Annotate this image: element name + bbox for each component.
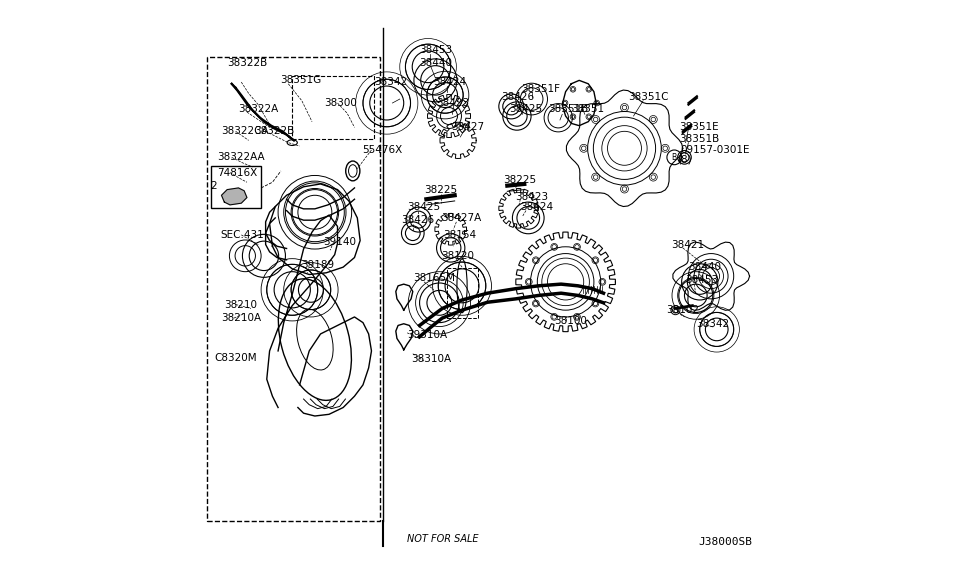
Text: 39189: 39189 [300,260,333,270]
Text: 38425: 38425 [408,201,441,212]
Text: 38426: 38426 [402,215,435,225]
Text: 38421: 38421 [671,239,704,250]
Text: 38453: 38453 [685,275,719,285]
Text: 38342: 38342 [696,319,729,329]
Text: J38000SB: J38000SB [698,537,753,547]
Text: 09157-0301E: 09157-0301E [680,145,750,155]
Text: 39140: 39140 [324,237,356,247]
Text: 39310A: 39310A [408,330,448,340]
Text: 38154: 38154 [444,230,477,240]
Text: 2: 2 [211,181,216,191]
Text: 38426: 38426 [501,92,534,102]
Text: 38427A: 38427A [441,213,482,223]
Text: 38423: 38423 [437,98,470,108]
Text: 38351C: 38351C [628,92,669,102]
Bar [212,166,261,208]
Text: 38427: 38427 [451,122,485,132]
Text: 38424: 38424 [433,77,466,87]
Text: 38351B: 38351B [549,104,589,114]
Bar [292,76,374,139]
Text: 38322CA: 38322CA [221,126,269,136]
Text: 38165M: 38165M [412,273,454,284]
Text: 38225: 38225 [424,185,457,195]
Text: C8320M: C8320M [214,353,257,363]
Text: 38310A: 38310A [411,354,451,365]
Text: 38425: 38425 [509,104,542,114]
Bar [208,57,380,521]
Text: 38322B: 38322B [227,58,267,68]
Text: 38423: 38423 [515,192,548,202]
Text: B: B [672,153,677,162]
Text: 38100: 38100 [555,316,587,327]
Text: 38120: 38120 [441,251,474,261]
Text: 38322B: 38322B [254,126,294,136]
Text: 38322AA: 38322AA [217,152,264,162]
Polygon shape [221,188,247,205]
Text: (8): (8) [677,155,691,165]
Text: 38351G: 38351G [280,75,321,85]
Text: 38440: 38440 [419,58,452,68]
Text: 38225: 38225 [503,175,536,185]
Text: 74816X: 74816X [217,168,257,178]
Text: 55476X: 55476X [362,145,402,155]
Text: NOT FOR SALE: NOT FOR SALE [408,534,479,544]
Text: 38351B: 38351B [679,134,719,144]
Text: 38440: 38440 [688,262,721,272]
Text: SEC.431: SEC.431 [220,230,264,240]
Text: 38102: 38102 [666,305,699,315]
Text: 38453: 38453 [419,45,452,55]
Text: 38210A: 38210A [221,313,261,323]
Text: 38351F: 38351F [522,84,561,95]
Text: 38424: 38424 [521,201,554,212]
Text: 38351E: 38351E [679,122,719,132]
Text: 38342: 38342 [374,77,408,87]
Text: 38300: 38300 [325,98,358,108]
Text: 38351: 38351 [571,104,604,114]
Text: 38210: 38210 [224,299,257,310]
Bar [447,268,478,318]
Text: 38322A: 38322A [239,104,279,114]
